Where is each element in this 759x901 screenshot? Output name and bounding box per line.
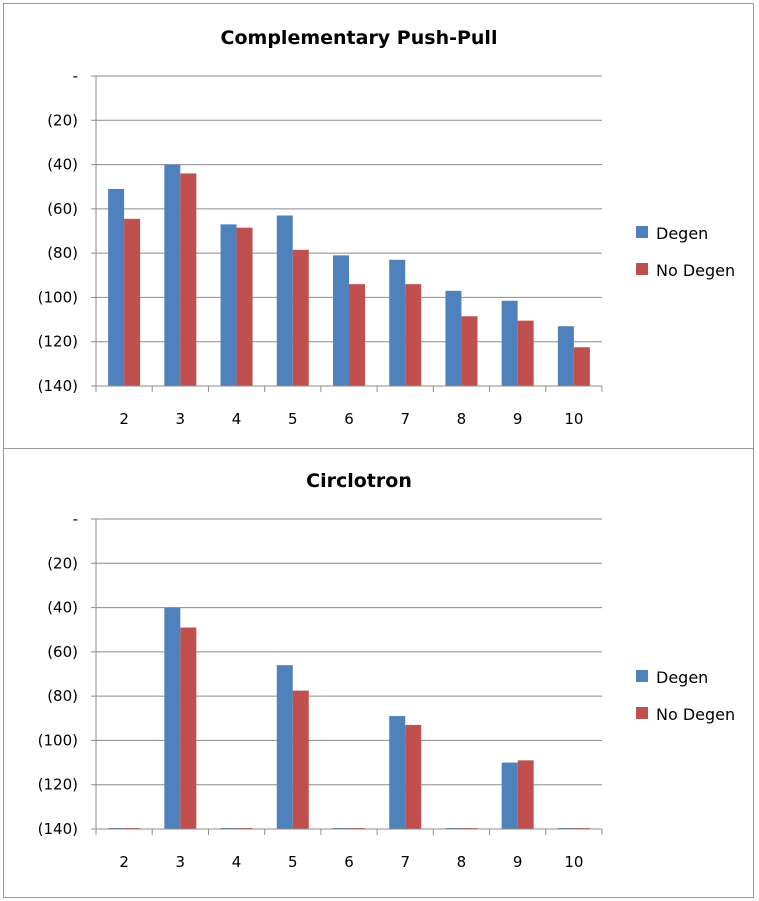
x-tick-label: 6 <box>344 410 354 428</box>
x-tick-label: 8 <box>457 410 467 428</box>
x-tick-label: 9 <box>513 410 523 428</box>
bar-degen <box>220 224 237 386</box>
y-tick-label: (20) <box>47 554 78 572</box>
chart-push-pull: Complementary Push-Pull - (20) (40) (60) (80)… <box>38 27 736 428</box>
x-tick-label: 2 <box>119 853 129 871</box>
y-tick-label: (140) <box>38 377 78 395</box>
bar-degen <box>276 215 293 386</box>
x-tick-label: 10 <box>564 410 583 428</box>
bar-degen <box>108 188 125 386</box>
x-tick-label: 7 <box>400 410 410 428</box>
bar-degen <box>276 665 293 829</box>
bar-no-degen <box>236 227 253 386</box>
y-tick-label: (40) <box>47 156 78 174</box>
y-tick-label: (100) <box>38 731 78 749</box>
bar-degen <box>557 326 574 386</box>
x-tick-label: 9 <box>513 853 523 871</box>
bar-no-degen <box>573 347 590 386</box>
chart-panel-push-pull: Complementary Push-Pull - (20) (40) (60) (80)… <box>3 3 754 449</box>
bar-degen <box>389 716 406 829</box>
bar-degen <box>445 290 462 386</box>
bar-no-degen <box>405 724 422 829</box>
bar-no-degen <box>517 760 534 829</box>
y-tick-label: - <box>73 67 78 85</box>
bar-degen <box>333 255 349 386</box>
x-tick-label: 5 <box>288 410 298 428</box>
x-tick-label: 3 <box>176 853 186 871</box>
chart-panel-circlotron: Circlotron - (20) (40) (60) (80) (100) (120) (14… <box>3 448 754 898</box>
legend-label: Degen <box>656 224 708 243</box>
y-tick-label: (60) <box>47 200 78 218</box>
chart-title: Circlotron <box>306 470 412 492</box>
bar-no-degen <box>461 316 478 386</box>
bar-no-degen <box>180 627 197 829</box>
x-tick-label: 5 <box>288 853 298 871</box>
bar-degen <box>389 259 406 386</box>
x-tick-label: 4 <box>232 853 242 871</box>
legend-label: No Degen <box>656 705 735 724</box>
bar-no-degen <box>405 284 422 386</box>
y-tick-label: (80) <box>47 687 78 705</box>
chart-circlotron: Circlotron - (20) (40) (60) (80) (100) (120) (14… <box>38 470 736 871</box>
y-tick-label: - <box>73 510 78 528</box>
y-tick-label: (80) <box>47 244 78 262</box>
y-tick-label: (40) <box>47 599 78 617</box>
bar-no-degen <box>517 320 534 386</box>
bar-no-degen <box>349 284 365 386</box>
bar-degen <box>501 762 518 829</box>
bar-no-degen <box>124 218 141 386</box>
x-tick-label: 2 <box>119 410 129 428</box>
y-tick-label: (140) <box>38 820 78 838</box>
bar-degen <box>164 607 181 829</box>
bar-degen <box>501 300 518 386</box>
legend-label: No Degen <box>656 261 735 280</box>
y-tick-label: (100) <box>38 288 78 306</box>
legend-swatch <box>636 226 648 238</box>
x-tick-label: 7 <box>400 853 410 871</box>
x-tick-label: 10 <box>564 853 583 871</box>
x-tick-label: 6 <box>344 853 354 871</box>
y-tick-label: (120) <box>38 333 78 351</box>
y-tick-label: (120) <box>38 776 78 794</box>
y-tick-label: (20) <box>47 111 78 129</box>
bar-no-degen <box>292 249 309 386</box>
y-tick-label: (60) <box>47 643 78 661</box>
legend-swatch <box>636 263 648 275</box>
bar-no-degen <box>180 173 197 386</box>
x-tick-label: 8 <box>457 853 467 871</box>
legend-swatch <box>636 670 648 682</box>
bar-no-degen <box>292 690 309 829</box>
legend-swatch <box>636 707 648 719</box>
x-tick-label: 3 <box>176 410 186 428</box>
chart-title: Complementary Push-Pull <box>221 27 498 49</box>
bar-degen <box>164 164 181 386</box>
legend-label: Degen <box>656 668 708 687</box>
x-tick-label: 4 <box>232 410 242 428</box>
